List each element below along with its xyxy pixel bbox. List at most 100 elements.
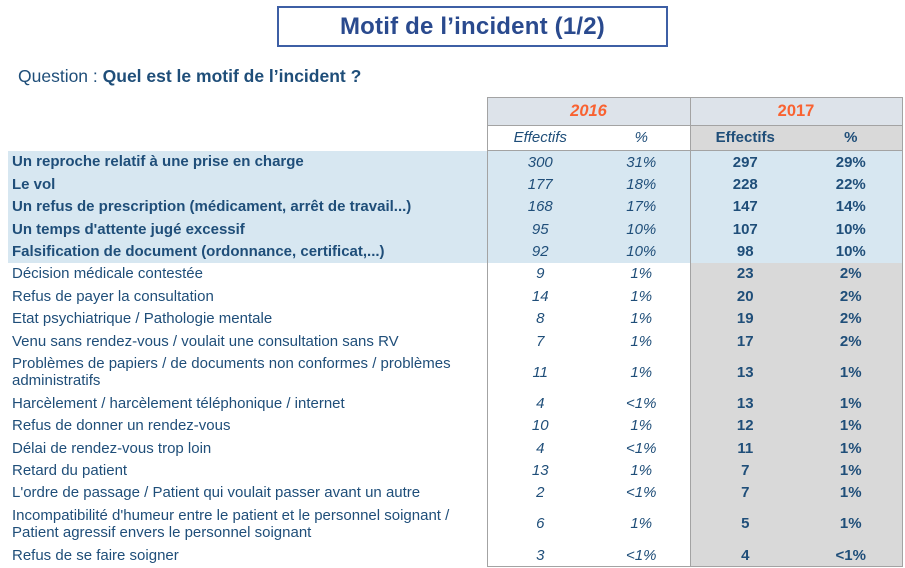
table-body: Un reproche relatif à une prise en charg… <box>8 150 903 568</box>
cell-2016-percent: 1% <box>593 504 691 545</box>
cell-2017-effectifs: 13 <box>690 352 800 393</box>
cell-2017-percent: 2% <box>800 330 903 353</box>
row-label: Etat psychiatrique / Pathologie mentale <box>8 307 487 331</box>
question-prefix: Question : <box>18 66 103 86</box>
cell-2016-effectifs: 6 <box>486 504 593 545</box>
cell-2016-percent: 1% <box>593 352 691 393</box>
table-row: Un temps d'attente jugé excessif 95 10% … <box>8 218 903 241</box>
row-label: L'ordre de passage / Patient qui voulait… <box>8 481 487 505</box>
table-row: Problèmes de papiers / de documents non … <box>8 352 903 393</box>
cell-2016-percent: 1% <box>593 414 691 438</box>
row-label: Refus de se faire soigner <box>8 544 487 567</box>
cell-2016-effectifs: 7 <box>486 330 593 353</box>
row-label: Retard du patient <box>8 459 487 482</box>
col-header-2016: 2016 <box>486 97 691 126</box>
cell-2017-effectifs: 12 <box>690 414 800 438</box>
cell-2017-percent: 2% <box>800 285 903 308</box>
cell-2016-effectifs: 8 <box>486 307 593 331</box>
row-label: Harcèlement / harcèlement téléphonique /… <box>8 392 487 415</box>
cell-2016-percent: 1% <box>593 262 691 286</box>
cell-2016-percent: 18% <box>593 173 691 196</box>
cell-2016-percent: 31% <box>593 150 691 174</box>
table-row: Venu sans rendez-vous / voulait une cons… <box>8 330 903 353</box>
cell-2016-effectifs: 168 <box>486 195 593 219</box>
table-row: Refus de donner un rendez-vous 10 1% 12 … <box>8 414 903 438</box>
cell-2017-effectifs: 19 <box>690 307 800 331</box>
question-text: Quel est le motif de l’incident ? <box>102 66 362 86</box>
row-label: Refus de donner un rendez-vous <box>8 414 487 438</box>
cell-2016-effectifs: 95 <box>486 218 593 241</box>
row-label: Falsification de document (ordonnance, c… <box>8 240 487 263</box>
cell-2017-percent: 1% <box>800 504 903 545</box>
question-line: Question : Quel est le motif de l’incide… <box>18 66 361 87</box>
subheader-2017-percent: % <box>800 125 903 151</box>
cell-2017-effectifs: 147 <box>690 195 800 219</box>
table-row: Etat psychiatrique / Pathologie mentale … <box>8 307 903 331</box>
table-row: L'ordre de passage / Patient qui voulait… <box>8 481 903 505</box>
cell-2016-percent: <1% <box>593 481 691 505</box>
cell-2017-percent: 1% <box>800 392 903 415</box>
cell-2016-effectifs: 3 <box>486 544 593 568</box>
cell-2016-percent: <1% <box>593 437 691 460</box>
cell-2016-percent: <1% <box>593 544 691 568</box>
table-row: Refus de se faire soigner 3 <1% 4 <1% <box>8 544 903 568</box>
subheader-spacer <box>8 125 487 151</box>
cell-2017-effectifs: 228 <box>690 173 800 196</box>
cell-2016-percent: 1% <box>593 459 691 482</box>
cell-2017-percent: 14% <box>800 195 903 219</box>
cell-2016-percent: 17% <box>593 195 691 219</box>
table-header: 2016 2017 Effectifs % Effectifs % <box>8 97 903 151</box>
cell-2017-percent: 1% <box>800 459 903 482</box>
cell-2016-effectifs: 2 <box>486 481 593 505</box>
cell-2016-effectifs: 13 <box>486 459 593 482</box>
cell-2017-effectifs: 7 <box>690 459 800 482</box>
cell-2017-effectifs: 5 <box>690 504 800 545</box>
cell-2016-effectifs: 4 <box>486 437 593 460</box>
row-label: Décision médicale contestée <box>8 262 487 286</box>
cell-2016-effectifs: 300 <box>486 150 593 174</box>
cell-2017-effectifs: 17 <box>690 330 800 353</box>
row-label: Délai de rendez-vous trop loin <box>8 437 487 460</box>
cell-2017-percent: 1% <box>800 414 903 438</box>
cell-2016-effectifs: 14 <box>486 285 593 308</box>
cell-2016-effectifs: 177 <box>486 173 593 196</box>
table-row: Délai de rendez-vous trop loin 4 <1% 11 … <box>8 437 903 460</box>
subheader-2016-percent: % <box>593 125 691 151</box>
cell-2017-percent: 22% <box>800 173 903 196</box>
cell-2016-percent: 1% <box>593 330 691 353</box>
row-label: Un refus de prescription (médicament, ar… <box>8 195 487 219</box>
cell-2016-effectifs: 10 <box>486 414 593 438</box>
cell-2017-percent: 1% <box>800 437 903 460</box>
cell-2017-percent: <1% <box>800 544 903 568</box>
cell-2016-percent: 1% <box>593 307 691 331</box>
sub-header-row: Effectifs % Effectifs % <box>8 125 903 151</box>
row-label: Problèmes de papiers / de documents non … <box>8 352 487 393</box>
subheader-2017-effectifs: Effectifs <box>690 125 800 151</box>
cell-2017-percent: 29% <box>800 150 903 174</box>
table-row: Retard du patient 13 1% 7 1% <box>8 459 903 482</box>
cell-2017-percent: 1% <box>800 481 903 505</box>
cell-2016-percent: <1% <box>593 392 691 415</box>
row-label: Le vol <box>8 173 487 196</box>
table-row: Un reproche relatif à une prise en charg… <box>8 150 903 174</box>
year-header-row: 2016 2017 <box>8 97 903 126</box>
subheader-2016-effectifs: Effectifs <box>486 125 593 151</box>
cell-2016-effectifs: 4 <box>486 392 593 415</box>
cell-2017-effectifs: 4 <box>690 544 800 568</box>
cell-2017-effectifs: 98 <box>690 240 800 263</box>
row-label: Incompatibilité d'humeur entre le patien… <box>8 504 487 545</box>
cell-2016-percent: 10% <box>593 218 691 241</box>
cell-2017-effectifs: 23 <box>690 262 800 286</box>
cell-2016-percent: 10% <box>593 240 691 263</box>
col-header-2017: 2017 <box>689 97 903 126</box>
table-row: Falsification de document (ordonnance, c… <box>8 240 903 263</box>
row-label: Un reproche relatif à une prise en charg… <box>8 150 487 174</box>
row-label: Refus de payer la consultation <box>8 285 487 308</box>
cell-2016-effectifs: 11 <box>486 352 593 393</box>
table-row: Décision médicale contestée 9 1% 23 2% <box>8 262 903 286</box>
cell-2017-effectifs: 13 <box>690 392 800 415</box>
page-title: Motif de l’incident (1/2) <box>339 12 605 40</box>
title-box: Motif de l’incident (1/2) <box>277 6 668 47</box>
cell-2017-effectifs: 20 <box>690 285 800 308</box>
table-row: Le vol 177 18% 228 22% <box>8 173 903 196</box>
